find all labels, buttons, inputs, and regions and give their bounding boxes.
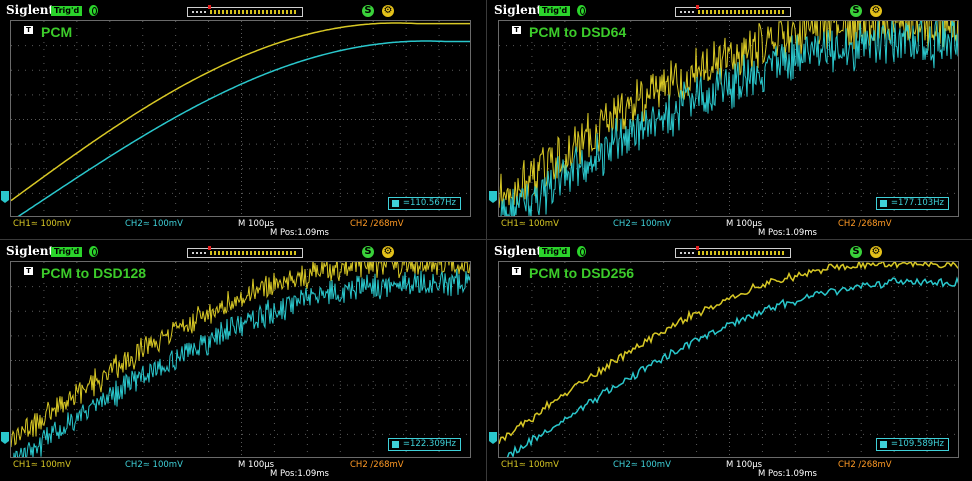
waveform-display[interactable]: T PCM to DSD64 =177.103Hz: [498, 20, 959, 217]
brand-label: Siglent: [6, 244, 55, 258]
ch2-trace: [13, 269, 470, 457]
status-bar: Siglent Trig'd S ⚙: [0, 241, 484, 261]
brand-label: Siglent: [6, 3, 55, 17]
ch2-trace: [500, 21, 958, 216]
scope-panel-4: Siglent Trig'd S ⚙ T PCM to DSD256 =109.…: [488, 241, 972, 478]
timebase-overview: [187, 246, 303, 258]
trigger-marker-icon: T: [24, 267, 33, 275]
trigger-settings[interactable]: CH2 ∕268mV: [350, 460, 404, 470]
ch1-trace: [11, 262, 470, 448]
run-stop-icon[interactable]: S: [850, 246, 862, 258]
trigger-status: Trig'd: [51, 247, 83, 257]
horizontal-divider: [0, 239, 972, 240]
trigger-settings[interactable]: CH2 ∕268mV: [838, 460, 892, 470]
channel-info-bar: CH1≃ 100mV CH2≃ 100mV M 100μs M Pos:1.09…: [0, 458, 484, 478]
trigger-status-icon: [89, 246, 98, 257]
trigger-level-marker[interactable]: [1, 432, 9, 444]
vertical-divider: [486, 0, 487, 481]
frequency-readout: =177.103Hz: [875, 197, 949, 210]
ch1-trace: [499, 262, 958, 445]
horizontal-position[interactable]: M Pos:1.09ms: [758, 228, 817, 237]
trigger-status-icon: [577, 246, 586, 257]
timebase-overview: [675, 246, 791, 258]
ch2-trace: [506, 276, 958, 457]
scope-panel-2: Siglent Trig'd S ⚙ T PCM to DSD64 =177.1…: [488, 0, 972, 237]
ch1-trace: [11, 22, 470, 202]
settings-gear-icon[interactable]: ⚙: [382, 246, 394, 258]
waveform-display[interactable]: T PCM to DSD256 =109.589Hz: [498, 261, 959, 458]
trigger-status: Trig'd: [51, 6, 83, 16]
settings-gear-icon[interactable]: ⚙: [870, 246, 882, 258]
timebase-scale[interactable]: M 100μs: [726, 219, 763, 229]
frequency-readout: =110.567Hz: [387, 197, 461, 210]
trigger-marker-icon: T: [512, 267, 521, 275]
ch2-scale[interactable]: CH2≃ 100mV: [613, 460, 671, 470]
trigger-status: Trig'd: [539, 6, 571, 16]
scope-panel-3: Siglent Trig'd S ⚙ T PCM to DSD128 =122.…: [0, 241, 484, 478]
frequency-readout: =122.309Hz: [387, 438, 461, 451]
panel-title: PCM to DSD128: [41, 265, 147, 281]
brand-label: Siglent: [494, 3, 543, 17]
timebase-overview: [675, 5, 791, 17]
channel-info-bar: CH1≃ 100mV CH2≃ 100mV M 100μs M Pos:1.09…: [0, 217, 484, 237]
settings-gear-icon[interactable]: ⚙: [870, 5, 882, 17]
run-stop-icon[interactable]: S: [362, 5, 374, 17]
horizontal-position[interactable]: M Pos:1.09ms: [758, 469, 817, 478]
ch2-scale[interactable]: CH2≃ 100mV: [613, 219, 671, 229]
ch1-trace: [499, 21, 958, 208]
trigger-settings[interactable]: CH2 ∕268mV: [838, 219, 892, 229]
trigger-marker-icon: T: [512, 26, 521, 34]
trigger-status-icon: [577, 5, 586, 16]
settings-gear-icon[interactable]: ⚙: [382, 5, 394, 17]
frequency-readout: =109.589Hz: [875, 438, 949, 451]
status-bar: Siglent Trig'd S ⚙: [0, 0, 484, 20]
horizontal-position[interactable]: M Pos:1.09ms: [270, 228, 329, 237]
timebase-scale[interactable]: M 100μs: [726, 460, 763, 470]
ch1-scale[interactable]: CH1≃ 100mV: [13, 460, 71, 470]
timebase-scale[interactable]: M 100μs: [238, 460, 275, 470]
trigger-level-marker[interactable]: [489, 191, 497, 203]
timebase-scale[interactable]: M 100μs: [238, 219, 275, 229]
channel-info-bar: CH1≃ 100mV CH2≃ 100mV M 100μs M Pos:1.09…: [488, 217, 972, 237]
panel-title: PCM to DSD64: [529, 24, 627, 40]
brand-label: Siglent: [494, 244, 543, 258]
horizontal-position[interactable]: M Pos:1.09ms: [270, 469, 329, 478]
panel-title: PCM: [41, 24, 73, 40]
panel-title: PCM to DSD256: [529, 265, 635, 281]
trigger-status: Trig'd: [539, 247, 571, 257]
trigger-level-marker[interactable]: [489, 432, 497, 444]
ch2-scale[interactable]: CH2≃ 100mV: [125, 219, 183, 229]
run-stop-icon[interactable]: S: [362, 246, 374, 258]
status-bar: Siglent Trig'd S ⚙: [488, 241, 972, 261]
ch2-trace: [17, 40, 470, 216]
waveform-display[interactable]: T PCM =110.567Hz: [10, 20, 471, 217]
trigger-marker-icon: T: [24, 26, 33, 34]
ch1-scale[interactable]: CH1≃ 100mV: [13, 219, 71, 229]
channel-info-bar: CH1≃ 100mV CH2≃ 100mV M 100μs M Pos:1.09…: [488, 458, 972, 478]
timebase-overview: [187, 5, 303, 17]
waveform-display[interactable]: T PCM to DSD128 =122.309Hz: [10, 261, 471, 458]
trigger-settings[interactable]: CH2 ∕268mV: [350, 219, 404, 229]
scope-panel-1: Siglent Trig'd S ⚙ T PCM =110.567Hz CH1≃…: [0, 0, 484, 237]
status-bar: Siglent Trig'd S ⚙: [488, 0, 972, 20]
ch2-scale[interactable]: CH2≃ 100mV: [125, 460, 183, 470]
ch1-scale[interactable]: CH1≃ 100mV: [501, 219, 559, 229]
run-stop-icon[interactable]: S: [850, 5, 862, 17]
trigger-status-icon: [89, 5, 98, 16]
ch1-scale[interactable]: CH1≃ 100mV: [501, 460, 559, 470]
trigger-level-marker[interactable]: [1, 191, 9, 203]
